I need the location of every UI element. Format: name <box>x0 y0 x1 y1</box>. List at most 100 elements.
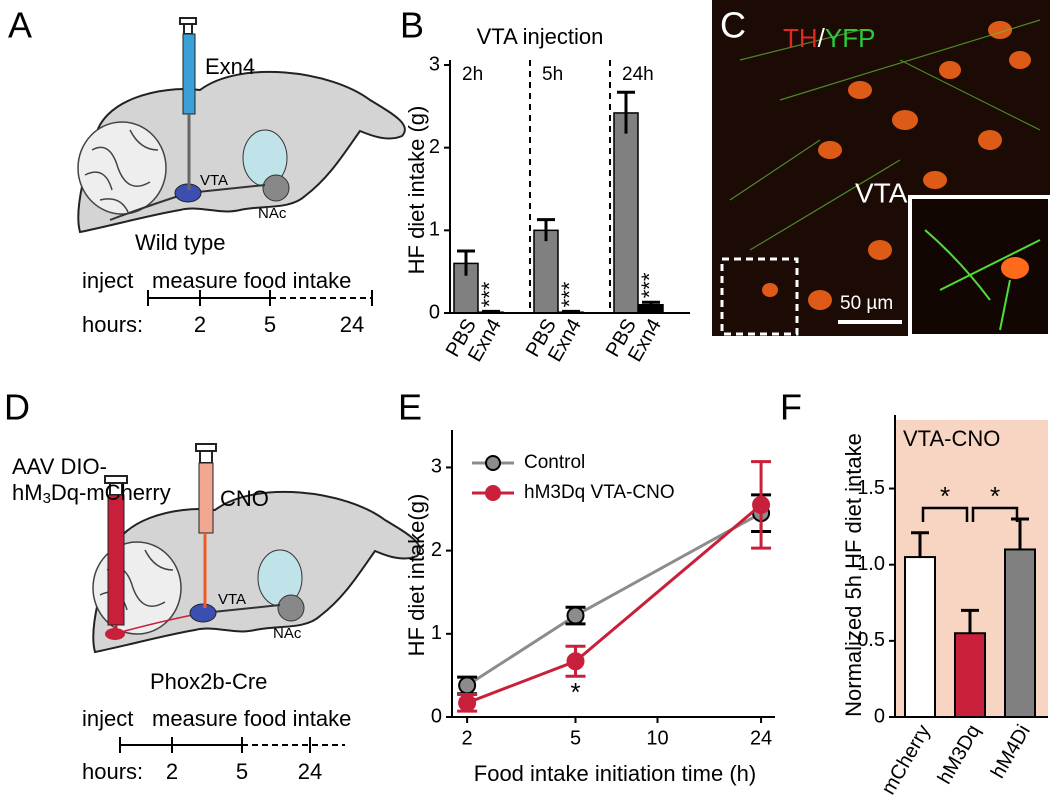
x-tick-label: 2 <box>462 727 473 749</box>
brain-group <box>92 490 421 653</box>
timeline-label: hours: <box>82 759 143 784</box>
x-tick-label: mCherry <box>878 721 935 798</box>
panel-a: A Exn4 VTA NAc Wild type inject measure … <box>8 5 406 337</box>
significance: * <box>570 677 580 707</box>
group-label: 5h <box>542 64 563 85</box>
timeline-label: inject <box>82 706 133 731</box>
timeline-tick: 2 <box>166 759 178 784</box>
panel-letter: B <box>400 5 424 46</box>
fibers <box>729 19 1041 251</box>
y-tick-label: 0 <box>874 705 885 727</box>
neuron <box>923 171 947 189</box>
neuron <box>762 283 778 297</box>
legend-marker <box>485 455 501 471</box>
syringe-label: Exn4 <box>205 54 255 79</box>
significance: *** <box>557 281 582 307</box>
timeline-label: measure food intake <box>152 268 351 293</box>
line <box>466 503 763 705</box>
stain: YFP <box>825 23 876 53</box>
error-bar <box>617 90 635 134</box>
axis <box>451 430 775 718</box>
cerebellum-shape <box>77 121 167 215</box>
timeline-tick: 24 <box>298 759 322 784</box>
syringe-body <box>107 494 125 626</box>
x-axis-title: Food intake initiation time (h) <box>474 761 756 786</box>
syringe-body <box>182 33 196 115</box>
y-tick-label: 2 <box>431 539 442 561</box>
axis <box>894 415 1048 718</box>
x-tick-label: hM3Dq <box>934 721 985 788</box>
significance: *** <box>637 272 662 298</box>
neuron <box>1009 51 1031 69</box>
group-label: 24h <box>622 64 654 85</box>
point <box>458 693 477 712</box>
panel-letter: D <box>4 387 30 428</box>
x-tick-label: 24 <box>750 727 772 749</box>
point <box>458 676 477 695</box>
panel-c: C TH/YFP VTA 50 µm <box>712 0 1050 338</box>
timeline-tick: 24 <box>340 312 364 337</box>
syringe-plunger <box>195 443 217 452</box>
inset-marker <box>720 257 799 336</box>
error-bar <box>911 531 929 558</box>
neurons <box>762 21 1031 310</box>
bar <box>904 556 936 718</box>
timeline-label: inject <box>82 268 133 293</box>
x-tick-label: hM4Di <box>987 721 1035 782</box>
cerebellum <box>77 121 167 215</box>
virus-label: hM3Dq-mCherry <box>12 480 171 507</box>
neuron <box>818 141 842 159</box>
timeline-label: hours: <box>82 312 143 337</box>
panel-d: D AAV DIO- hM3Dq-mCherry CNO VTA NAc Pho… <box>4 387 421 784</box>
y-tick-label: 3 <box>431 456 442 478</box>
region-label: NAc <box>258 205 287 222</box>
axis <box>449 60 690 314</box>
error-bar <box>537 218 555 242</box>
significance: * <box>940 481 950 511</box>
y-tick-label: 0.5 <box>857 629 885 651</box>
neuron <box>892 110 918 130</box>
region-label: VTA <box>855 177 908 208</box>
drug-label: CNO <box>220 486 269 511</box>
virus-text: hM <box>12 480 43 505</box>
panel-letter: E <box>398 387 422 428</box>
error-bar <box>642 300 660 308</box>
bar <box>533 229 559 314</box>
nac-circle <box>262 174 290 202</box>
neuron <box>848 81 872 99</box>
line <box>466 511 762 687</box>
inset <box>908 195 1050 338</box>
box-label: VTA-CNO <box>903 426 1000 451</box>
region-label: VTA <box>200 172 228 189</box>
panel-letter: F <box>780 387 802 428</box>
y-axis-title: Normalized 5h HF diet intake <box>841 433 866 717</box>
mouse-label: Phox2b-Cre <box>150 669 267 694</box>
error-bar <box>457 249 475 276</box>
timeline-ticks <box>119 737 311 753</box>
point <box>566 652 585 671</box>
significance: *** <box>477 281 502 307</box>
scale-label: 50 µm <box>840 293 893 314</box>
y-tick-label: 1.5 <box>857 477 885 499</box>
virus-text: Dq-mCherry <box>51 480 171 505</box>
timeline-ticks <box>147 290 373 306</box>
y-tick-label: 1 <box>431 622 442 644</box>
separator: / <box>818 23 826 53</box>
subscript: 3 <box>43 490 51 507</box>
fibers <box>924 229 1041 331</box>
point <box>566 606 585 625</box>
neuron <box>868 240 892 260</box>
injection-site <box>105 628 125 640</box>
significance-bracket <box>921 506 969 522</box>
y-tick-label: 0 <box>431 705 442 727</box>
cerebellum-folds <box>84 129 159 213</box>
vta-site <box>189 603 217 623</box>
neuron <box>808 290 832 310</box>
timeline-tick: 5 <box>236 759 248 784</box>
panel-letter: C <box>720 5 746 46</box>
legend-label: Control <box>524 452 585 473</box>
region-label: NAc <box>273 625 302 642</box>
panel-letter: A <box>8 5 32 46</box>
